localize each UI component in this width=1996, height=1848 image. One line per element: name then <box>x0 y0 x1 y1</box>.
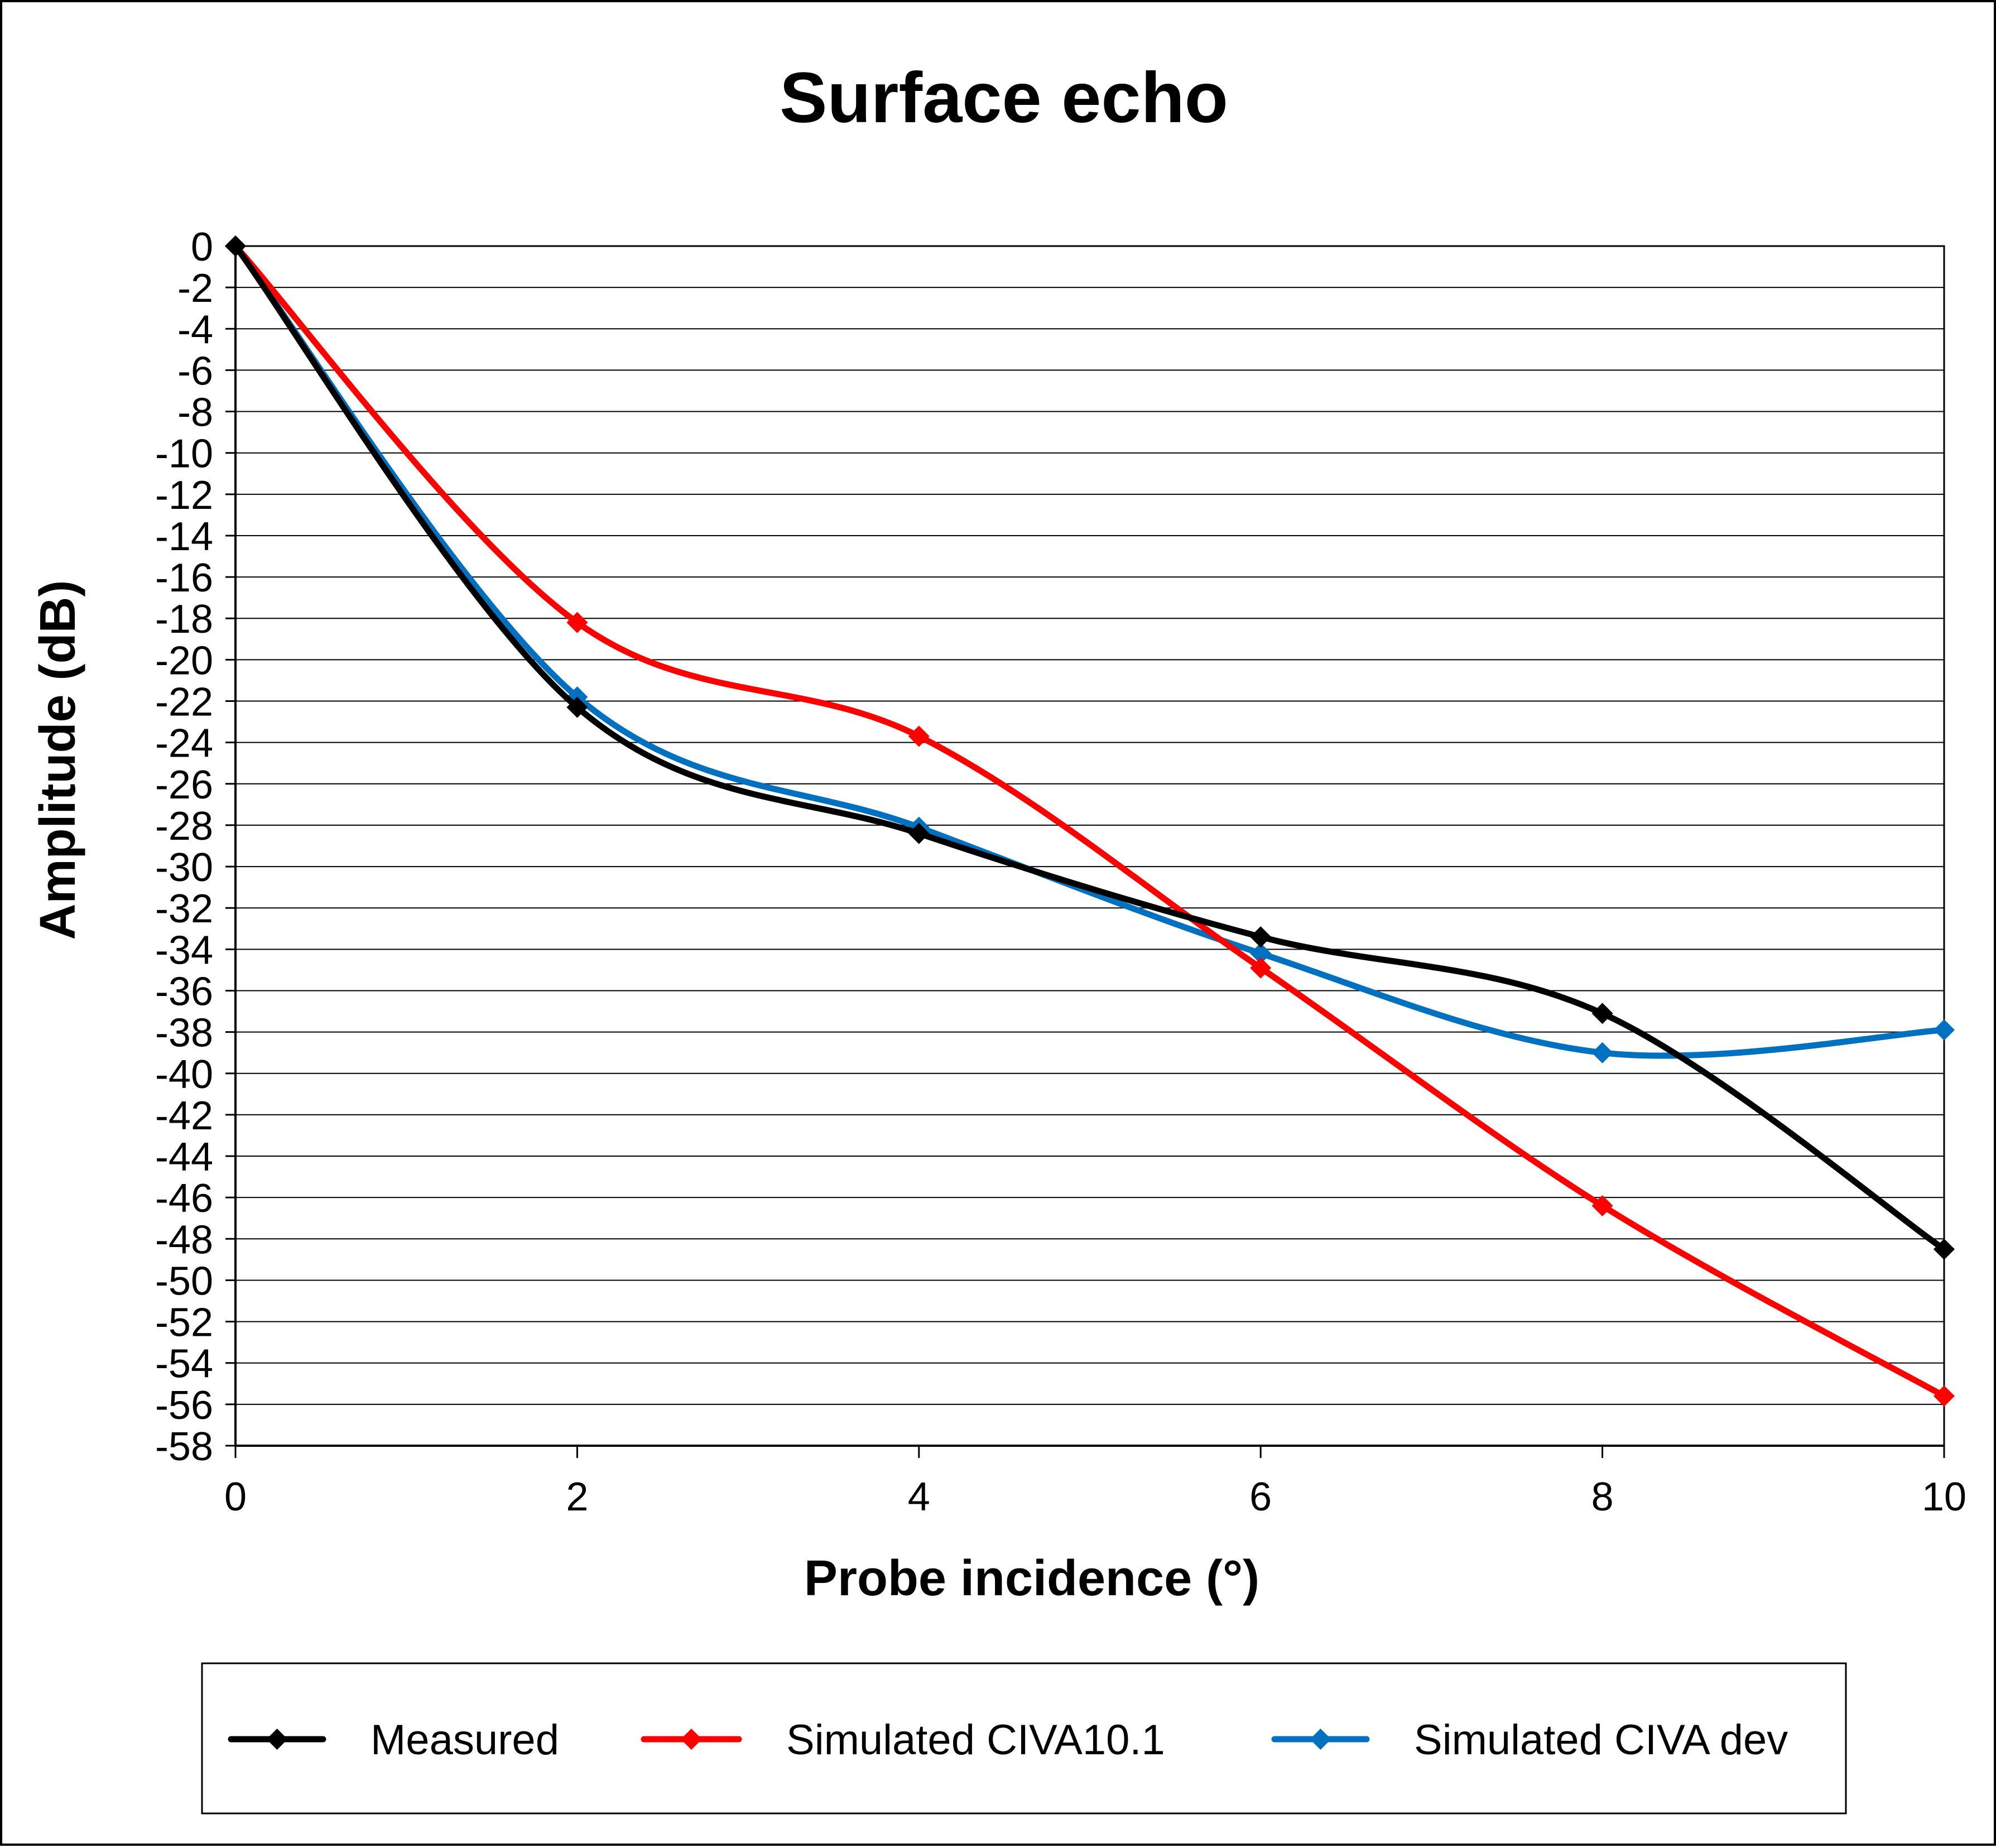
y-tick-label: -4 <box>177 307 213 352</box>
y-tick-label: -40 <box>155 1052 213 1097</box>
y-tick-label: -28 <box>155 804 213 849</box>
x-tick-label: 0 <box>224 1475 247 1519</box>
y-tick-label: 0 <box>191 225 213 270</box>
y-tick-label: -34 <box>155 928 213 973</box>
data-point <box>1934 1019 1955 1041</box>
series-layer <box>225 235 1955 1407</box>
y-tick-label: -26 <box>155 763 213 807</box>
legend-item: Measured <box>228 1716 559 1764</box>
y-tick-label: -46 <box>155 1176 213 1221</box>
data-point <box>1934 1385 1955 1407</box>
y-tick-label: -48 <box>155 1217 213 1262</box>
y-tick-label: -20 <box>155 638 213 683</box>
y-tick-label: -18 <box>155 597 213 642</box>
y-tick-label: -52 <box>155 1301 213 1345</box>
y-tick-label: -12 <box>155 473 213 518</box>
y-tick-label: -22 <box>155 680 213 725</box>
data-point <box>1591 1042 1613 1063</box>
chart-title: Surface echo <box>780 58 1228 138</box>
y-tick-label: -10 <box>155 432 213 477</box>
data-point <box>225 235 246 257</box>
series-line-measured <box>232 243 1947 1253</box>
data-point <box>1591 1003 1613 1024</box>
y-tick-label: -42 <box>155 1094 213 1138</box>
x-tick-label: 10 <box>1922 1475 1966 1519</box>
x-tick-label: 4 <box>908 1475 930 1519</box>
legend-item: Simulated CIVA10.1 <box>641 1716 1165 1764</box>
legend: Measured Simulated CIVA10.1 Simulated CIVA… <box>201 1662 1847 1815</box>
y-tick-label: -58 <box>155 1424 213 1469</box>
y-tick-label: -8 <box>177 391 213 435</box>
legend-swatch-marker <box>266 1729 288 1750</box>
data-point <box>1250 942 1272 964</box>
data-point <box>1934 1238 1955 1260</box>
y-tick-label: -56 <box>155 1383 213 1428</box>
data-point <box>1591 1195 1613 1216</box>
y-tick-label: -6 <box>177 349 213 393</box>
legend-label: Simulated CIVA dev <box>1414 1716 1788 1764</box>
legend-box <box>201 1662 1847 1815</box>
series-simulated-civa10-1 <box>225 235 1955 1407</box>
legend-label: Measured <box>371 1716 559 1764</box>
series-simulated-civa-dev <box>225 235 1955 1063</box>
legend-item: Simulated CIVA dev <box>1271 1716 1788 1764</box>
y-tick-label: -30 <box>155 845 213 890</box>
y-tick-label: -38 <box>155 1011 213 1056</box>
x-axis-title: Probe incidence (°) <box>804 1551 1259 1606</box>
y-tick-label: -32 <box>155 887 213 931</box>
series-measured <box>225 235 1955 1260</box>
y-tick-label: -14 <box>155 514 213 559</box>
data-point <box>566 612 588 633</box>
y-tick-label: -36 <box>155 969 213 1014</box>
data-point <box>908 725 930 747</box>
data-point <box>566 696 588 718</box>
series-line-simulated-civa-dev <box>232 243 1947 1059</box>
axes-layer: 0-2-4-6-8-10-12-14-16-18-20-22-24-26-28-… <box>155 225 1966 1519</box>
legend-swatch-marker <box>681 1729 702 1750</box>
y-axis-title: Amplitude (dB) <box>30 580 86 940</box>
legend-swatch-marker <box>1310 1729 1331 1750</box>
data-point <box>1250 957 1272 979</box>
grid-layer <box>235 246 1944 1446</box>
x-tick-label: 2 <box>566 1475 588 1519</box>
y-tick-label: -44 <box>155 1135 213 1180</box>
data-point <box>1250 926 1272 948</box>
series-line-simulated-civa10-1 <box>232 243 1947 1399</box>
y-tick-label: -24 <box>155 721 213 766</box>
x-tick-label: 6 <box>1249 1475 1272 1519</box>
y-tick-label: -54 <box>155 1342 213 1387</box>
y-tick-label: -2 <box>177 266 213 311</box>
x-tick-label: 8 <box>1591 1475 1614 1519</box>
y-tick-label: -50 <box>155 1259 213 1303</box>
legend-label: Simulated CIVA10.1 <box>786 1716 1165 1764</box>
data-point <box>908 822 930 844</box>
y-tick-label: -16 <box>155 556 213 600</box>
